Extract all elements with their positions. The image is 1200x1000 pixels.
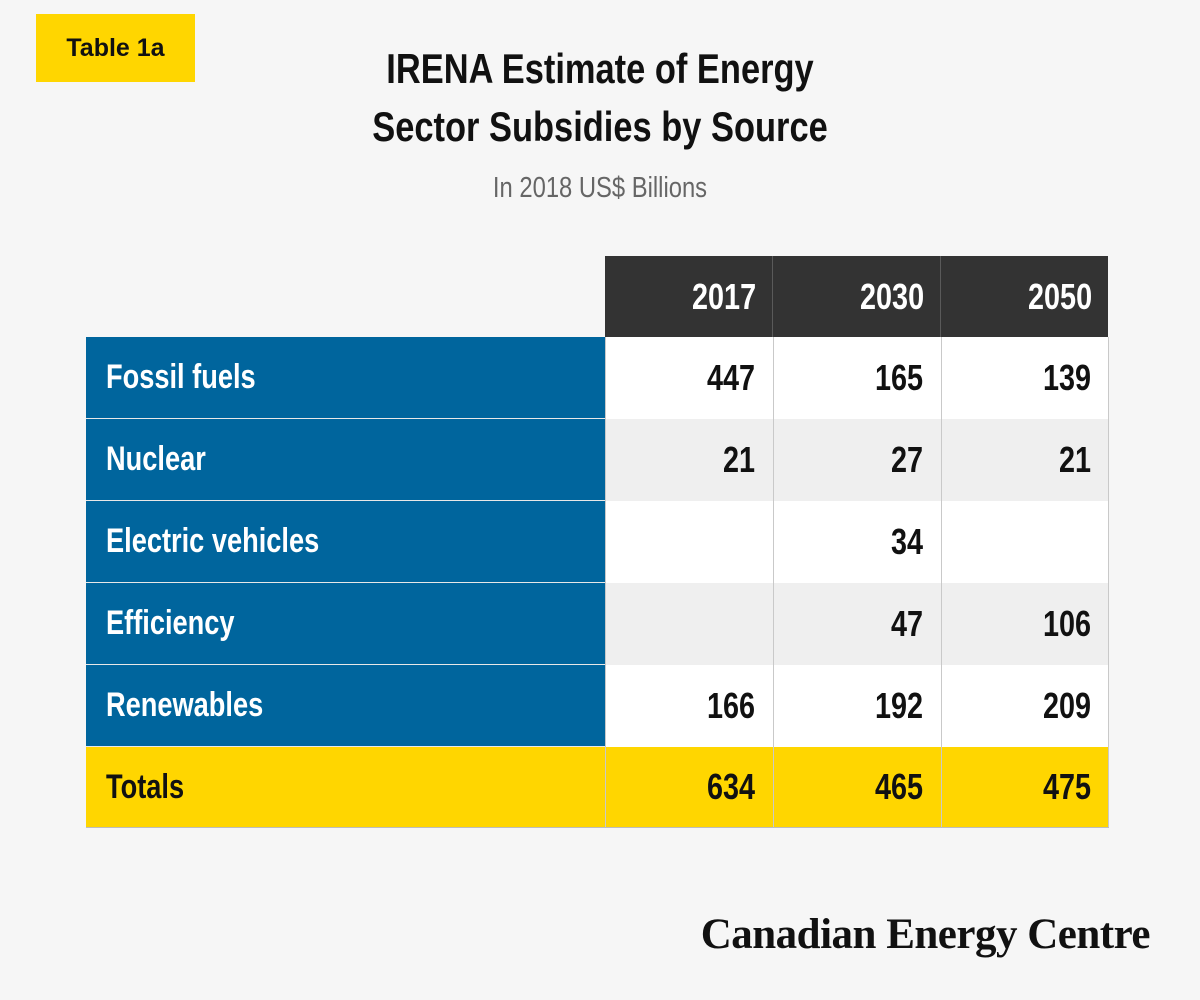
table-cell: 209: [941, 665, 1109, 747]
totals-label: Totals: [86, 747, 605, 827]
column-header-2017: 2017: [605, 256, 772, 337]
row-divider: [86, 500, 605, 501]
table-cell: [605, 501, 773, 583]
column-header-2017-text: 2017: [691, 275, 756, 317]
table-bottom-border: [86, 827, 1109, 828]
row-label-electric-vehicles: Electric vehicles: [86, 501, 605, 582]
row-label-efficiency-text: Efficiency: [106, 604, 235, 642]
table-cell: [605, 583, 773, 665]
table-cell-text: 21: [722, 439, 755, 480]
column-header-2030-text: 2030: [859, 275, 924, 317]
chart-title: IRENA Estimate of Energy Sector Subsidie…: [354, 40, 846, 156]
table-cell-text: 106: [1042, 603, 1091, 644]
table-cell: 106: [941, 583, 1109, 665]
column-divider: [941, 337, 942, 827]
table-cell: 47: [773, 583, 941, 665]
table-cell: 166: [605, 665, 773, 747]
table-cell-text: 165: [874, 357, 923, 398]
column-header-2050: 2050: [941, 256, 1108, 337]
title-line-2: Sector Subsidies by Source: [372, 103, 828, 150]
row-divider: [86, 746, 605, 747]
totals-cell-text: 634: [706, 766, 755, 807]
row-label-fossil-fuels-text: Fossil fuels: [106, 358, 256, 396]
table-cell-text: 34: [890, 521, 923, 562]
row-label-fossil-fuels: Fossil fuels: [86, 337, 605, 418]
title-line-1: IRENA Estimate of Energy: [386, 45, 814, 92]
table-cell-text: 139: [1042, 357, 1091, 398]
column-divider: [605, 337, 606, 827]
row-label-renewables-text: Renewables: [106, 686, 264, 724]
table-cell-text: 209: [1042, 685, 1091, 726]
column-divider: [773, 337, 774, 827]
table-cell: 139: [941, 337, 1109, 419]
table-cell-text: 166: [706, 685, 755, 726]
table-cell: 192: [773, 665, 941, 747]
brand-logo: Canadian Energy Centre: [700, 911, 1151, 958]
table-cell-text: 27: [890, 439, 923, 480]
table-cell: 447: [605, 337, 773, 419]
row-label-electric-vehicles-text: Electric vehicles: [106, 522, 320, 560]
table-cell: 34: [773, 501, 941, 583]
table-right-border: [1108, 337, 1109, 827]
table-cell: [941, 501, 1109, 583]
row-divider: [86, 664, 605, 665]
totals-cell: 634: [605, 747, 773, 827]
table-cell: 165: [773, 337, 941, 419]
row-divider: [86, 418, 605, 419]
header-divider: [940, 256, 941, 337]
row-label-nuclear: Nuclear: [86, 419, 605, 500]
row-divider: [86, 582, 605, 583]
table-tag: Table 1a: [36, 14, 195, 82]
totals-label-text: Totals: [106, 767, 185, 806]
row-label-efficiency: Efficiency: [86, 583, 605, 664]
table-cell-text: 47: [890, 603, 923, 644]
table-cell-text: 447: [706, 357, 755, 398]
row-label-renewables: Renewables: [86, 665, 605, 746]
table-cell: 21: [941, 419, 1109, 501]
totals-cell: 465: [773, 747, 941, 827]
table-cell: 27: [773, 419, 941, 501]
totals-cell-text: 475: [1042, 766, 1091, 807]
column-header-2030: 2030: [773, 256, 940, 337]
column-header-2050-text: 2050: [1027, 275, 1092, 317]
totals-cell-text: 465: [874, 766, 923, 807]
chart-subtitle: In 2018 US$ Billions: [492, 172, 708, 204]
table-cell: 21: [605, 419, 773, 501]
row-label-nuclear-text: Nuclear: [106, 440, 206, 478]
table-cell-text: 192: [874, 685, 923, 726]
table-cell-text: 21: [1058, 439, 1091, 480]
header-divider: [772, 256, 773, 337]
totals-cell: 475: [941, 747, 1109, 827]
